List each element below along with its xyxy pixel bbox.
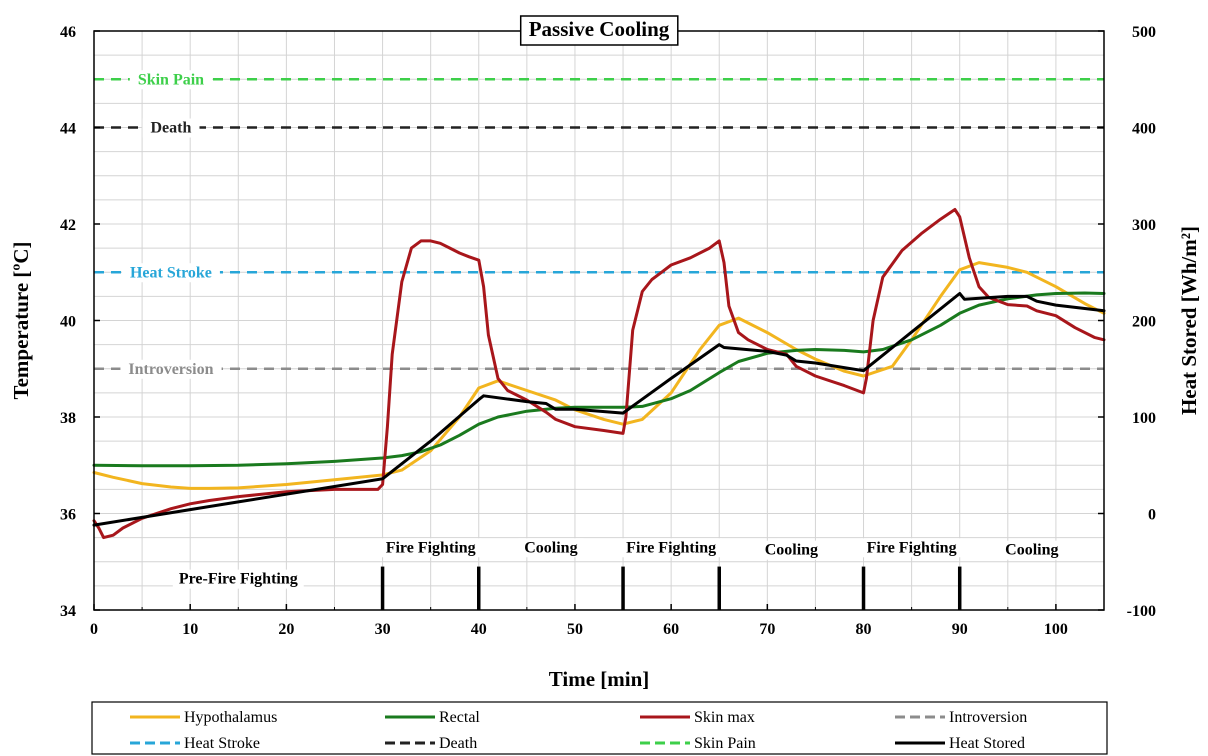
x-tick-label: 0 [90,621,98,638]
legend-label-heat-stroke: Heat Stroke [184,735,260,752]
x-tick-label: 30 [375,621,391,638]
y-right-tick-label: -100 [1127,603,1156,620]
legend-label-death: Death [439,735,477,752]
legend-label-heat-stored: Heat Stored [949,735,1025,752]
grid-lines [94,31,1104,610]
legend-label-skin-max: Skin max [694,709,755,726]
reference-label-bg [129,70,213,90]
series-line-hypothalamus [92,261,1106,490]
y-tick-label: 34 [60,603,76,620]
reference-label-bg [120,359,222,379]
phase-label-bg [379,538,482,558]
reference-label-heat-stroke: Heat Stroke [130,264,212,281]
reference-label-bg [142,118,200,138]
x-tick-label: 50 [567,621,583,638]
x-tick-label: 100 [1044,621,1068,638]
phase-label: Cooling [524,539,577,556]
y-tick-label: 36 [60,507,76,524]
phase-label: Fire Fighting [626,539,716,556]
phase-label: Cooling [1005,542,1058,559]
x-tick-label: 20 [278,621,294,638]
phase-label: Fire Fighting [386,539,476,556]
axes: 0 10 20 30 40 50 60 70 80 90 100 34 36 38 40 42 44 46 -100… [9,24,1201,691]
x-tick-label: 70 [759,621,775,638]
phase-label: Cooling [765,542,818,559]
legend-label-introversion: Introversion [949,709,1027,726]
phase-label-bg [620,538,723,558]
series-line-heat-stored [92,292,1106,527]
chart-title-box [519,15,679,46]
chart-title-group: Passive Cooling [519,15,679,46]
y-right-tick-label: 0 [1148,507,1156,524]
y-right-tick-label: 100 [1132,410,1156,427]
phase-markers [380,566,962,610]
reference-label-death: Death [151,120,192,137]
legend-label-rectal: Rectal [439,709,480,726]
y-tick-label: 44 [60,121,76,138]
phase-label-bg [518,538,584,558]
phase-label-bg [172,569,304,589]
reference-label-bg [121,263,220,283]
x-tick-label: 80 [856,621,872,638]
x-tick-label: 40 [471,621,487,638]
y-tick-label: 38 [60,410,76,427]
y-tick-label: 46 [60,24,76,41]
y-tick-label: 42 [60,217,76,234]
y-axis-label: Temperature [ºC] [9,242,33,400]
x-axis-label: Time [min] [549,667,650,691]
phase-label: Fire Fighting [867,539,957,556]
series-line-skin-max [92,208,1106,540]
y-right-tick-label: 400 [1132,121,1156,138]
y-right-axis-label: Heat Stored [Wh/m²] [1177,226,1201,415]
phase-label-bg [860,538,963,558]
legend: Hypothalamus Rectal Skin max Introversion He… [91,701,1108,755]
reference-label-skin-pain: Skin Pain [138,71,204,88]
chart-title: Passive Cooling [529,17,670,41]
legend-label-skin-pain: Skin Pain [694,735,756,752]
y-tick-label: 40 [60,314,76,331]
y-right-tick-label: 300 [1132,217,1156,234]
phase-label-bg [999,540,1065,560]
legend-box [91,701,1108,755]
annotation-labels: Skin Pain Death Heat Stroke Introversion Pre… [120,70,1065,589]
reference-label-introversion: Introversion [128,361,213,378]
x-tick-label: 60 [663,621,679,638]
legend-label-hypothalamus: Hypothalamus [184,709,277,726]
y-right-tick-label: 200 [1132,314,1156,331]
data-series [92,208,1106,540]
phase-label-bg [758,540,825,560]
series-line-rectal [92,291,1106,468]
phase-label: Pre-Fire Fighting [179,571,298,588]
reference-lines [94,78,1104,371]
y-right-tick-label: 500 [1132,24,1156,41]
x-tick-label: 90 [952,621,968,638]
x-tick-label: 10 [182,621,198,638]
